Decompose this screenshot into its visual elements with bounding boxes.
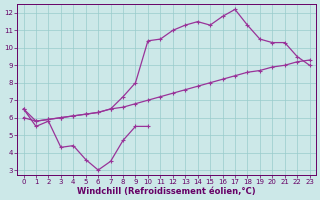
X-axis label: Windchill (Refroidissement éolien,°C): Windchill (Refroidissement éolien,°C): [77, 187, 256, 196]
